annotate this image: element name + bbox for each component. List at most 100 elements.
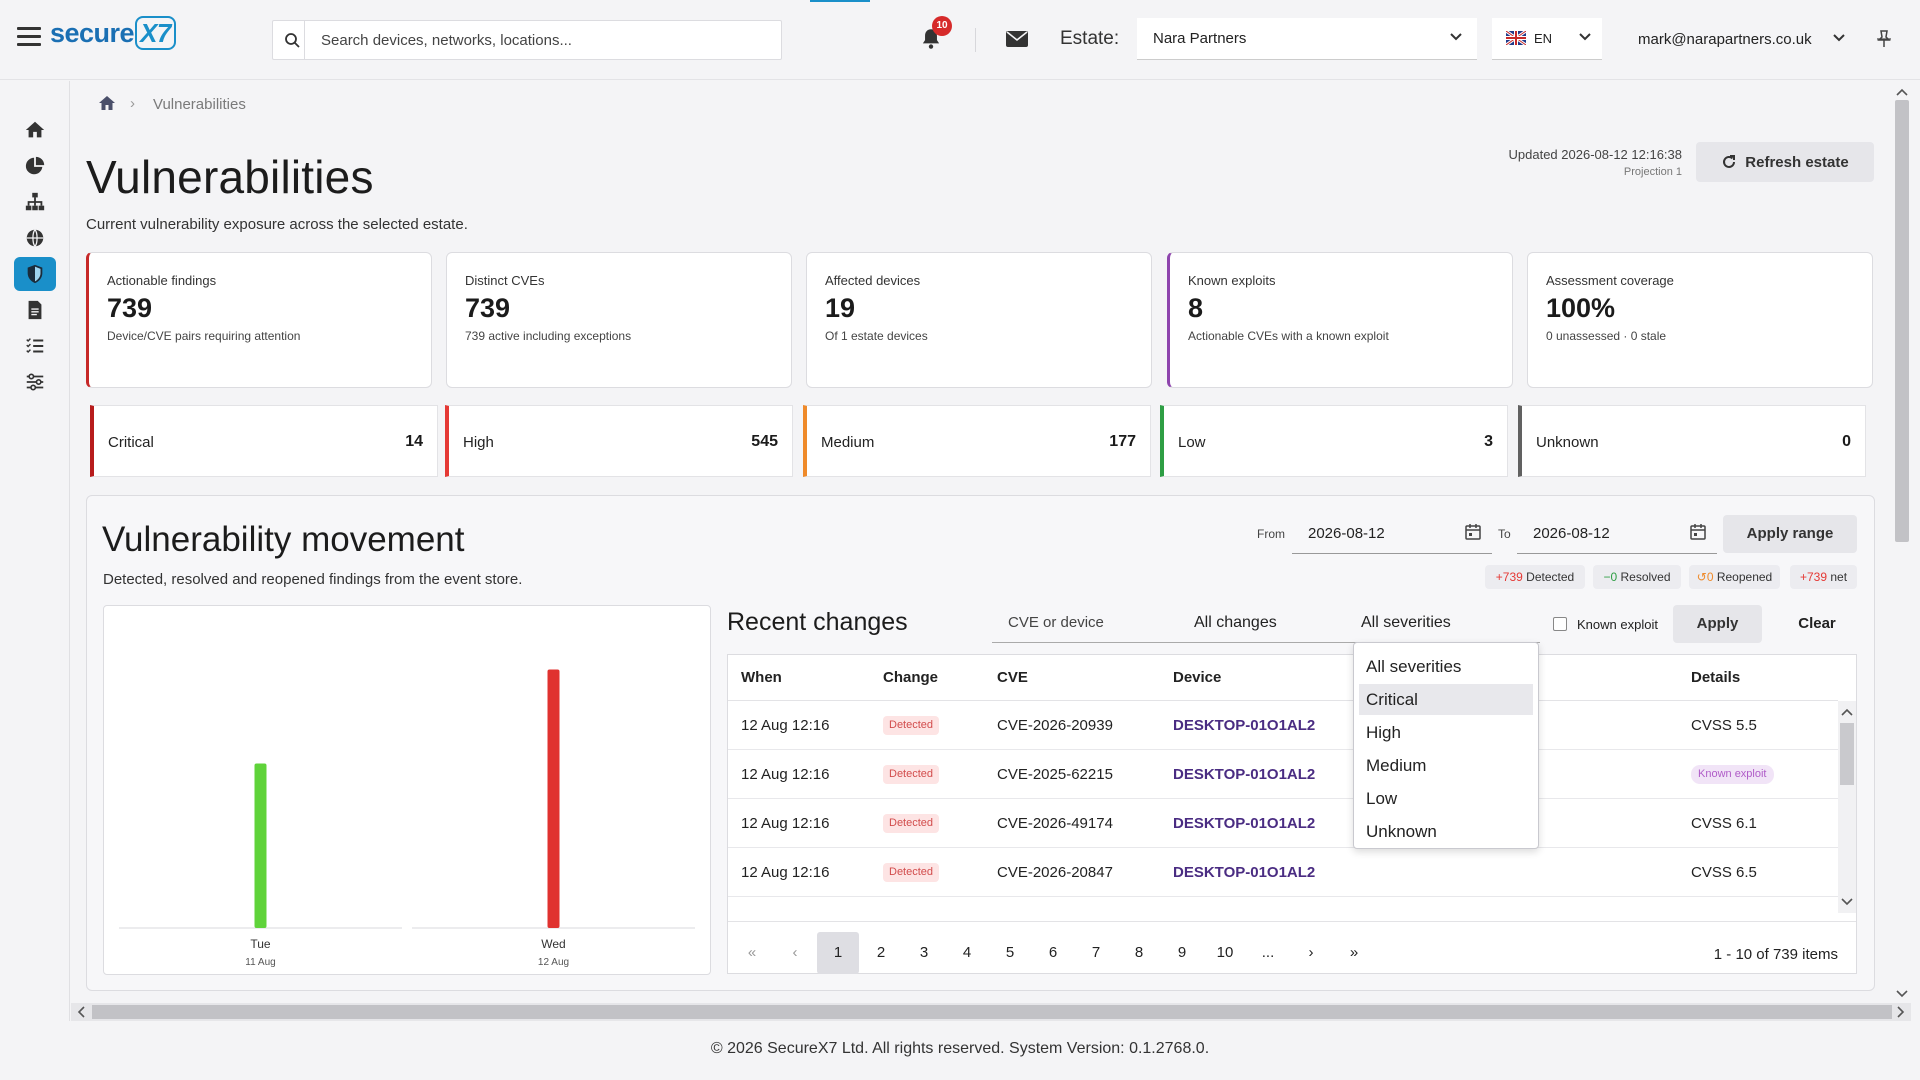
chevron-down-icon [1450, 33, 1462, 41]
cell-cve[interactable]: CVE-2025-62215 [997, 766, 1113, 783]
first-page-button[interactable]: « [747, 944, 757, 961]
page-scroll-thumb[interactable] [1895, 100, 1909, 542]
nav-settings[interactable] [14, 365, 56, 399]
apply-range-button[interactable]: Apply range [1723, 515, 1857, 553]
col-header-change[interactable]: Change [883, 669, 939, 686]
table-vertical-scrollbar[interactable] [1838, 701, 1856, 913]
page-horizontal-scroll-thumb[interactable] [92, 1005, 1892, 1019]
severity-option[interactable]: Medium [1366, 756, 1427, 775]
search-input[interactable] [321, 29, 761, 51]
severity-filter[interactable]: All severities [1345, 605, 1540, 643]
page-1[interactable]: 1 [817, 932, 859, 974]
user-menu[interactable]: mark@narapartners.co.uk [1638, 31, 1812, 48]
page-ellipsis[interactable]: ... [1261, 944, 1275, 961]
from-date-value: 2026-08-12 [1308, 525, 1385, 542]
apply-filters-button[interactable]: Apply [1673, 605, 1762, 643]
estate-value: Nara Partners [1153, 30, 1247, 47]
table-row[interactable]: 12 Aug 12:16 Detected CVE-2026-20939 DES… [728, 701, 1838, 750]
col-header-when[interactable]: When [741, 669, 782, 686]
kpi-card-known-exploits: Known exploits 8 Actionable CVEs with a … [1167, 252, 1513, 388]
page-8[interactable]: 8 [1134, 944, 1144, 961]
severity-unknown[interactable]: Unknown 0 [1518, 405, 1866, 477]
scroll-right-icon[interactable] [1894, 1003, 1908, 1021]
col-header-device[interactable]: Device [1173, 669, 1222, 686]
page-7[interactable]: 7 [1091, 944, 1101, 961]
from-date-input[interactable]: 2026-08-12 [1292, 514, 1492, 554]
col-header-details[interactable]: Details [1691, 669, 1741, 686]
severity-count: 0 [1842, 433, 1851, 450]
nav-tasks[interactable] [14, 329, 56, 363]
scroll-up-icon[interactable] [1838, 705, 1856, 719]
severity-option[interactable]: Unknown [1366, 822, 1437, 841]
page-6[interactable]: 6 [1048, 944, 1058, 961]
clear-filters-button[interactable]: Clear [1798, 615, 1836, 632]
language-select[interactable]: EN [1492, 18, 1602, 60]
device-link[interactable]: DESKTOP-01O1AL2 [1173, 717, 1316, 734]
pill-resolved: −0 Resolved [1593, 565, 1681, 589]
estate-select[interactable]: Nara Partners [1137, 18, 1477, 60]
mail-icon[interactable] [1006, 31, 1028, 47]
prev-page-button[interactable]: ‹ [792, 944, 798, 961]
severity-option[interactable]: Critical [1359, 684, 1533, 715]
last-page-button[interactable]: » [1349, 944, 1359, 961]
cell-cve[interactable]: CVE-2026-20939 [997, 717, 1113, 734]
table-scroll-thumb[interactable] [1840, 723, 1854, 785]
nav-network[interactable] [14, 185, 56, 219]
user-chevron-down-icon[interactable] [1832, 33, 1846, 43]
scroll-up-icon[interactable] [1893, 85, 1911, 99]
kpi-value: 19 [825, 293, 856, 323]
page-9[interactable]: 9 [1177, 944, 1187, 961]
page-10[interactable]: 10 [1216, 944, 1234, 961]
to-date-input[interactable]: 2026-08-12 [1517, 514, 1717, 554]
calendar-icon[interactable] [1464, 523, 1482, 541]
cell-when: 12 Aug 12:16 [741, 717, 830, 734]
table-row[interactable]: 12 Aug 12:16 Detected CVE-2026-20847 DES… [728, 848, 1838, 897]
device-link[interactable]: DESKTOP-01O1AL2 [1173, 815, 1316, 832]
shield-icon [27, 264, 43, 284]
col-header-cve[interactable]: CVE [997, 669, 1028, 686]
global-search[interactable] [272, 20, 782, 60]
device-link[interactable]: DESKTOP-01O1AL2 [1173, 766, 1316, 783]
page-5[interactable]: 5 [1005, 944, 1015, 961]
pin-icon[interactable] [1874, 29, 1894, 49]
severity-low[interactable]: Low 3 [1160, 405, 1508, 477]
change-type-filter[interactable]: All changes [1178, 605, 1345, 643]
nav-dashboard[interactable] [14, 149, 56, 183]
nav-locations[interactable] [14, 221, 56, 255]
known-exploit-checkbox[interactable] [1553, 617, 1567, 631]
cve-device-filter-input[interactable]: CVE or device [992, 605, 1179, 643]
scroll-down-icon[interactable] [1838, 895, 1856, 909]
severity-critical[interactable]: Critical 14 [90, 405, 438, 477]
refresh-estate-button[interactable]: Refresh estate [1696, 142, 1874, 182]
severity-high[interactable]: High 545 [445, 405, 793, 477]
nav-reports[interactable] [14, 293, 56, 327]
nav-home[interactable] [14, 113, 56, 147]
next-page-button[interactable]: › [1308, 944, 1314, 961]
kpi-note: Device/CVE pairs requiring attention [107, 329, 301, 343]
nav-vulnerabilities[interactable] [14, 257, 56, 291]
change-badge: Detected [883, 765, 940, 784]
table-row[interactable]: 12 Aug 12:16 Detected CVE-2025-62215 DES… [728, 750, 1838, 799]
scroll-down-icon[interactable] [1893, 987, 1911, 1001]
cell-cve[interactable]: CVE-2026-49174 [997, 815, 1113, 832]
chart-bar[interactable] [547, 669, 560, 929]
to-label: To [1498, 527, 1511, 541]
severity-medium[interactable]: Medium 177 [803, 405, 1151, 477]
pill-label: net [1830, 570, 1848, 584]
severity-count: 177 [1109, 433, 1136, 450]
table-row[interactable]: 12 Aug 12:16 Detected CVE-2026-49174 DES… [728, 799, 1838, 848]
severity-option[interactable]: High [1366, 723, 1401, 742]
severity-option[interactable]: Low [1366, 789, 1398, 808]
severity-option[interactable]: All severities [1366, 657, 1462, 676]
device-link[interactable]: DESKTOP-01O1AL2 [1173, 864, 1316, 881]
cell-cve[interactable]: CVE-2026-20847 [997, 864, 1113, 881]
hamburger-menu-icon[interactable] [17, 27, 41, 47]
page-2[interactable]: 2 [876, 944, 886, 961]
page-3[interactable]: 3 [919, 944, 929, 961]
brand-logo[interactable]: secure X7 [50, 16, 176, 50]
calendar-icon[interactable] [1689, 523, 1707, 541]
chart-bar[interactable] [254, 763, 267, 929]
breadcrumb-home-icon[interactable] [98, 95, 116, 111]
scroll-left-icon[interactable] [74, 1003, 88, 1021]
page-4[interactable]: 4 [962, 944, 972, 961]
